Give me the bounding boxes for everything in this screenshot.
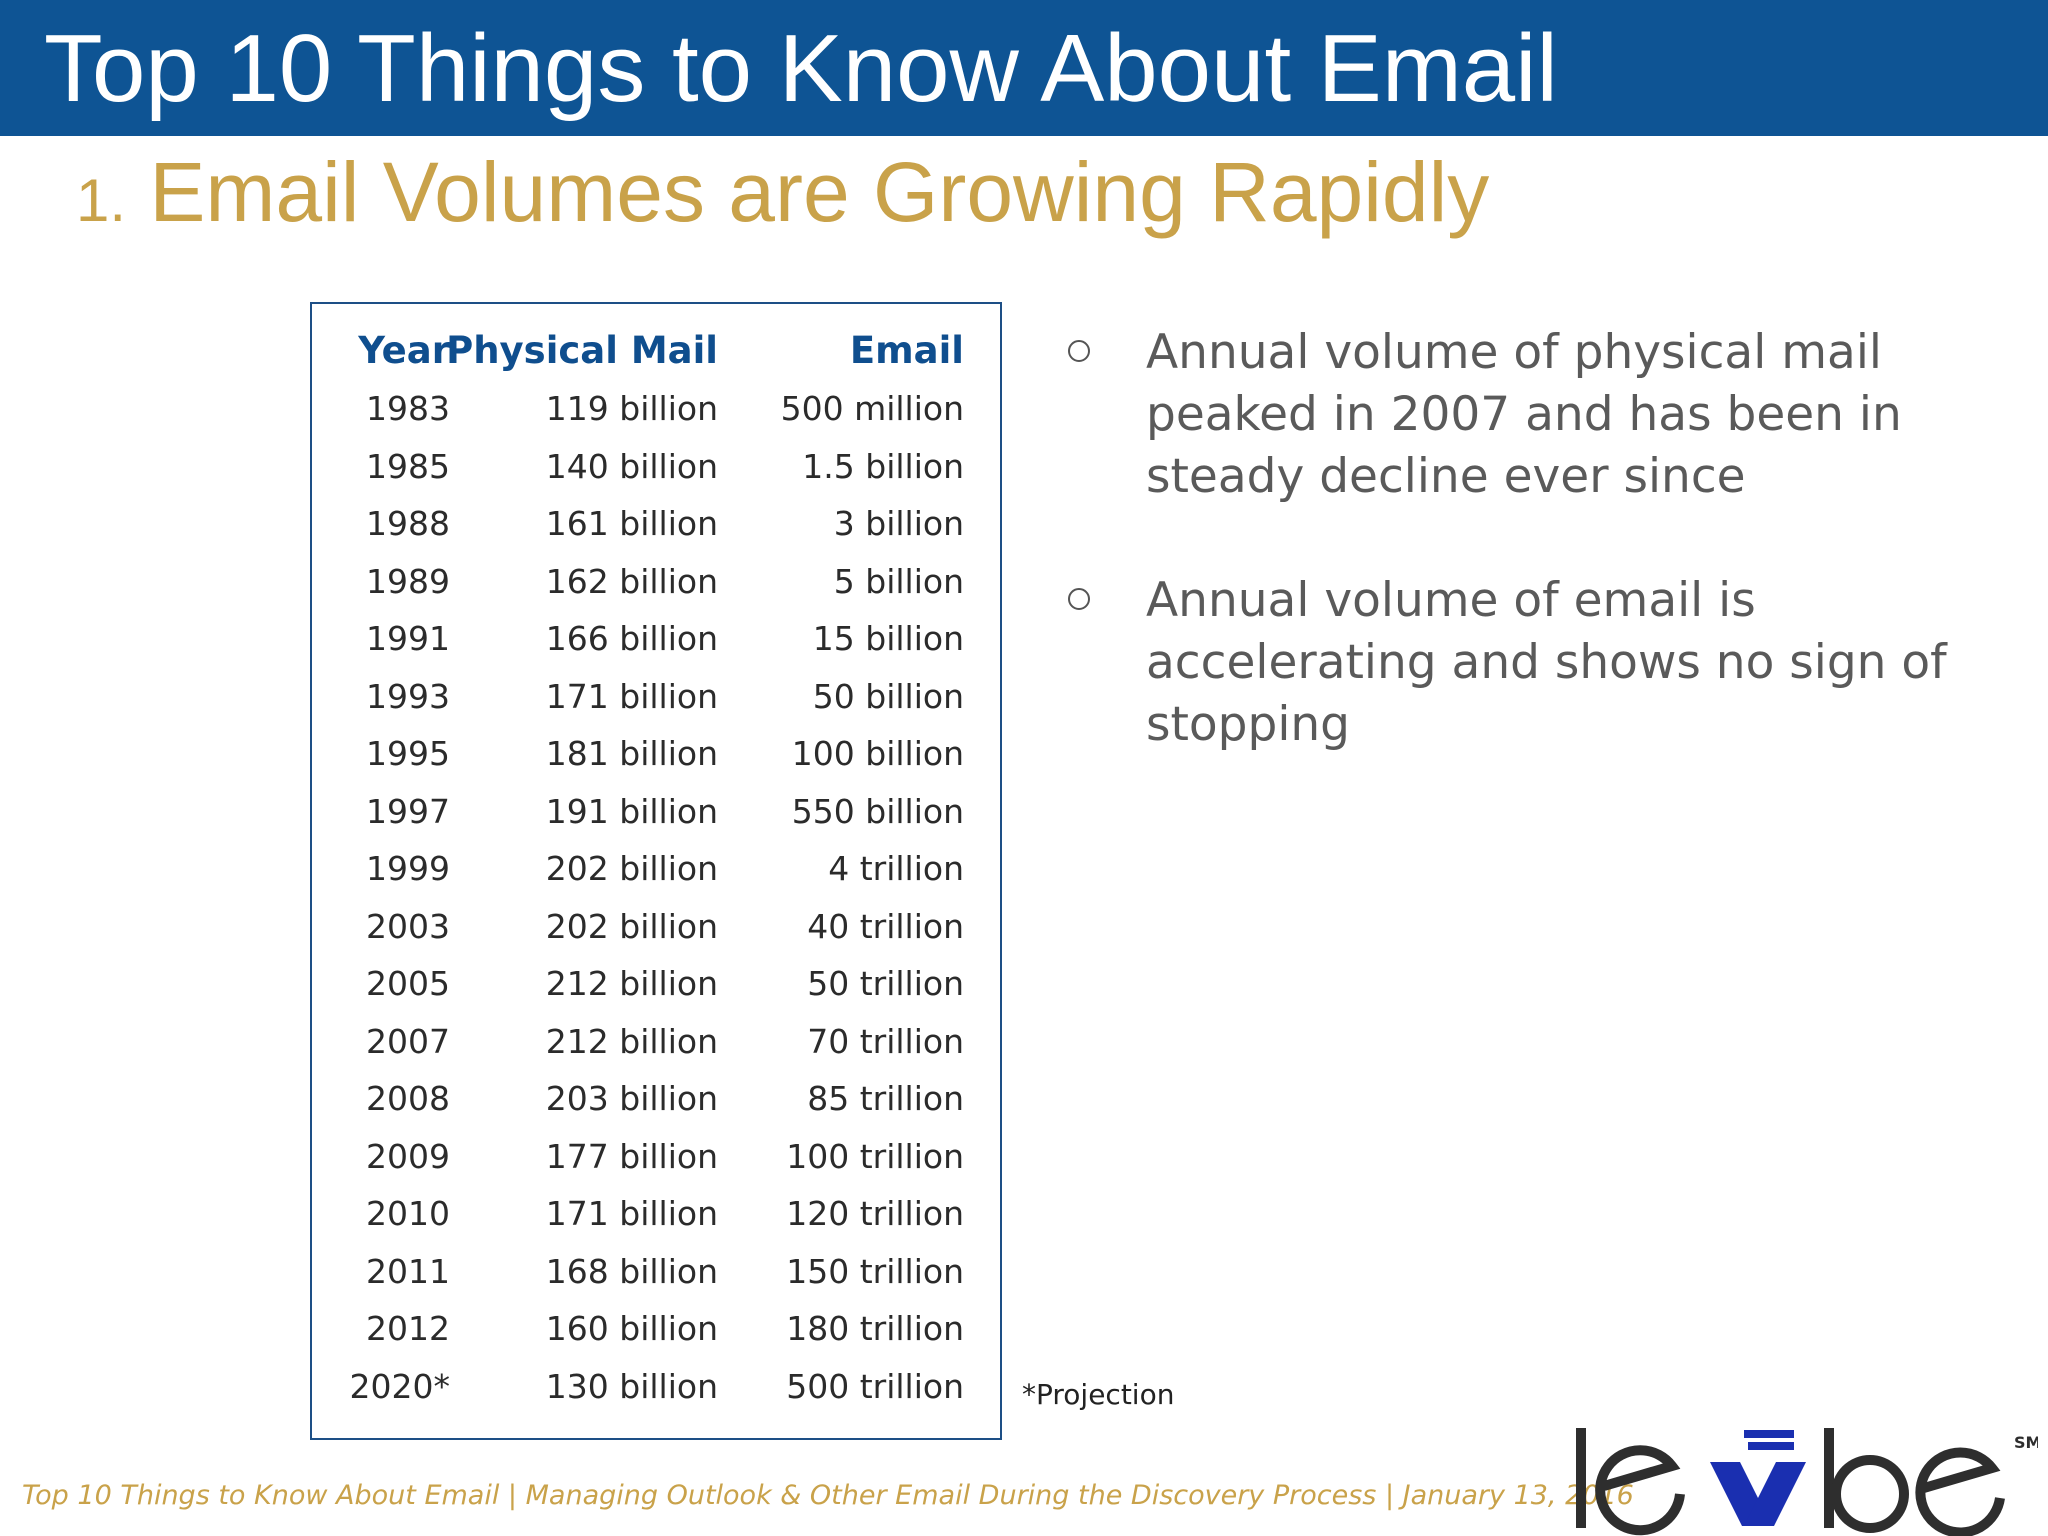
cell-physical-mail: 212 billion [545, 1021, 718, 1061]
cell-physical-mail: 168 billion [545, 1251, 718, 1291]
table-row: 1983 119 billion 500 million [312, 380, 1000, 438]
bullet-circle-icon [1068, 588, 1090, 610]
cell-physical-mail: 203 billion [545, 1079, 718, 1118]
cell-year: 2009 [366, 1136, 450, 1176]
table-row: 1997 191 billion 550 billion [312, 783, 1000, 841]
bullet-text: Annual volume of email is accelerating a… [1146, 573, 1947, 752]
cell-email: 150 trillion [786, 1251, 964, 1291]
cell-year: 1983 [366, 389, 450, 428]
table-row: 2007 212 billion 70 trillion [312, 1013, 1000, 1071]
table-row: 2012 160 billion 180 trillion [312, 1300, 1000, 1358]
cell-email: 5 billion [833, 561, 964, 601]
slide-title: 1. Email Volumes are Growing Rapidly [76, 142, 1489, 251]
cell-year: 1988 [366, 504, 450, 543]
projection-footnote: *Projection [1022, 1378, 1175, 1411]
cell-year: 2007 [366, 1021, 450, 1061]
table-row: 1995 181 billion 100 billion [312, 725, 1000, 783]
table-row: 2009 177 billion 100 trillion [312, 1128, 1000, 1186]
table-row: 1991 166 billion 15 billion [312, 610, 1000, 668]
table-row: 1989 162 billion 5 billion [312, 553, 1000, 611]
cell-email: 85 trillion [807, 1079, 964, 1118]
slide-number: 1. [76, 167, 127, 234]
cell-year: 2005 [366, 964, 450, 1003]
cell-email: 70 trillion [807, 1021, 964, 1061]
bullet-circle-icon [1068, 340, 1090, 362]
cell-physical-mail: 171 billion [545, 676, 718, 716]
cell-physical-mail: 130 billion [545, 1366, 718, 1406]
header-physical-mail: Physical Mail [446, 329, 718, 372]
cell-year: 2010 [366, 1194, 450, 1233]
cell-physical-mail: 177 billion [545, 1136, 718, 1176]
cell-physical-mail: 140 billion [545, 446, 718, 486]
cell-year: 2003 [366, 906, 450, 946]
cell-email: 1.5 billion [802, 446, 964, 486]
lexbe-logo: SM [1576, 1428, 2038, 1536]
cell-physical-mail: 202 billion [545, 906, 718, 946]
header-title: Top 10 Things to Know About Email [44, 15, 1558, 122]
header-email: Email [849, 329, 964, 372]
table-header-row: Year Physical Mail Email [312, 322, 1000, 380]
cell-email: 15 billion [812, 619, 964, 658]
cell-year: 1991 [366, 619, 450, 658]
cell-physical-mail: 161 billion [545, 504, 718, 543]
cell-email: 120 trillion [786, 1194, 964, 1233]
cell-year: 2008 [366, 1079, 450, 1118]
cell-year: 1999 [366, 849, 450, 888]
cell-email: 180 trillion [786, 1309, 964, 1348]
cell-physical-mail: 212 billion [545, 964, 718, 1003]
cell-physical-mail: 181 billion [545, 734, 718, 773]
cell-physical-mail: 162 billion [545, 561, 718, 601]
cell-email: 100 billion [791, 734, 964, 773]
table-row: 1988 161 billion 3 billion [312, 495, 1000, 553]
table-row: 2010 171 billion 120 trillion [312, 1185, 1000, 1243]
table-row: 1993 171 billion 50 billion [312, 668, 1000, 726]
cell-year: 1995 [366, 734, 450, 773]
cell-year: 2011 [366, 1251, 450, 1291]
table-row: 2011 168 billion 150 trillion [312, 1243, 1000, 1301]
cell-email: 550 billion [791, 791, 964, 831]
cell-email: 100 trillion [786, 1136, 964, 1176]
table-row: 2020* 130 billion 500 trillion [312, 1358, 1000, 1416]
cell-email: 50 trillion [807, 964, 964, 1003]
cell-physical-mail: 171 billion [545, 1194, 718, 1233]
slide-title-text: Email Volumes are Growing Rapidly [149, 145, 1490, 239]
svg-text:SM: SM [2014, 1433, 2038, 1452]
volume-table: Year Physical Mail Email 1983 119 billion… [310, 302, 1002, 1440]
footer-text: Top 10 Things to Know About Email | Mana… [22, 1480, 1634, 1511]
cell-email: 500 trillion [786, 1366, 964, 1406]
table-row: 1985 140 billion 1.5 billion [312, 438, 1000, 496]
cell-email: 500 million [780, 389, 964, 428]
cell-physical-mail: 160 billion [545, 1309, 718, 1348]
table-row: 1999 202 billion 4 trillion [312, 840, 1000, 898]
cell-physical-mail: 202 billion [545, 849, 718, 888]
cell-year: 1997 [366, 791, 450, 831]
cell-physical-mail: 166 billion [545, 619, 718, 658]
table-row: 2008 203 billion 85 trillion [312, 1070, 1000, 1128]
cell-physical-mail: 119 billion [545, 389, 718, 428]
cell-year: 1985 [366, 446, 450, 486]
cell-year: 2012 [366, 1309, 450, 1348]
table-row: 2005 212 billion 50 trillion [312, 955, 1000, 1013]
cell-email: 3 billion [833, 504, 964, 543]
table-row: 2003 202 billion 40 trillion [312, 898, 1000, 956]
cell-year: 2020* [349, 1366, 450, 1406]
cell-year: 1989 [366, 561, 450, 601]
cell-physical-mail: 191 billion [545, 791, 718, 831]
cell-email: 40 trillion [807, 906, 964, 946]
cell-year: 1993 [366, 676, 450, 716]
bullet-text: Annual volume of physical mail peaked in… [1146, 325, 1902, 504]
header-bar: Top 10 Things to Know About Email [0, 0, 2048, 136]
cell-email: 4 trillion [828, 849, 964, 888]
cell-email: 50 billion [812, 676, 964, 716]
header-year: Year [358, 329, 450, 372]
